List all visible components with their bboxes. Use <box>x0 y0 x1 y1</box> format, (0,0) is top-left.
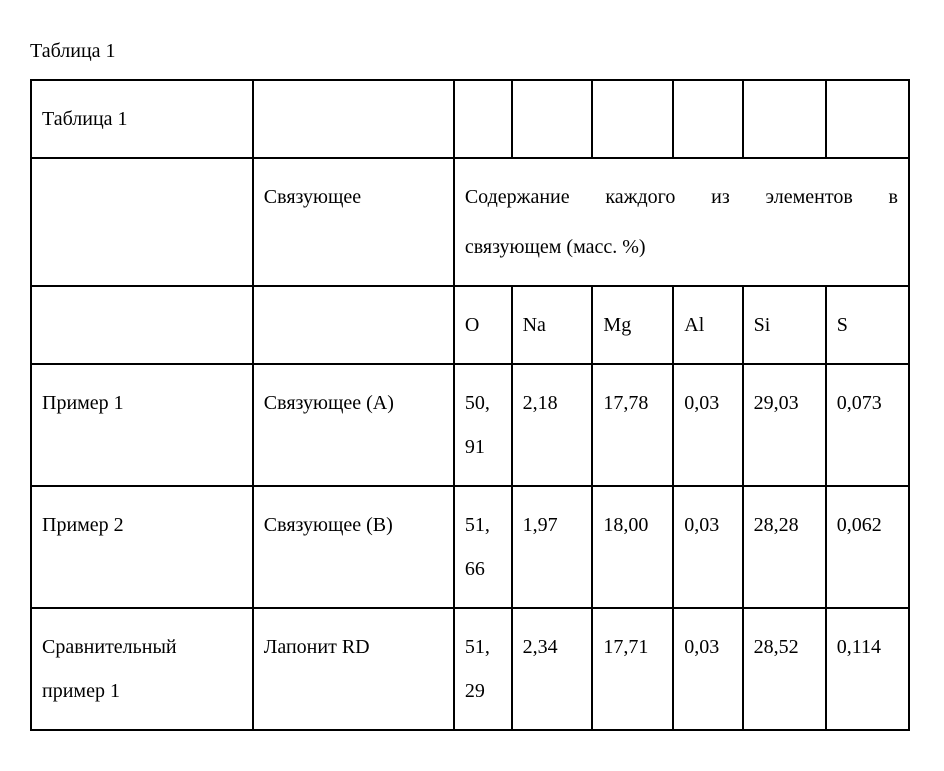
table-title-cell: Таблица 1 <box>31 80 253 158</box>
row-binder: Лапонит RD <box>253 608 454 730</box>
cell-o: 51, 29 <box>454 608 512 730</box>
cell-o-line2: 91 <box>465 425 501 469</box>
element-header-s: S <box>826 286 909 364</box>
table-row: Связующее Содержание каждого из элементо… <box>31 158 909 286</box>
row-name: Пример 1 <box>31 364 253 486</box>
element-header-na: Na <box>512 286 593 364</box>
cell-o: 51, 66 <box>454 486 512 608</box>
table-row: Таблица 1 <box>31 80 909 158</box>
cell-o-line2: 29 <box>465 669 501 713</box>
cell-s: 0,073 <box>826 364 909 486</box>
element-header-mg: Mg <box>592 286 673 364</box>
cell-s: 0,114 <box>826 608 909 730</box>
row-name: Пример 2 <box>31 486 253 608</box>
cell-na: 2,18 <box>512 364 593 486</box>
empty-cell <box>592 80 673 158</box>
cell-o-line1: 51, <box>465 625 501 669</box>
cell-al: 0,03 <box>673 486 742 608</box>
row-name-line1: Сравнительный <box>42 625 242 669</box>
cell-mg: 18,00 <box>592 486 673 608</box>
row-name-line2: пример 1 <box>42 669 242 713</box>
cell-na: 1,97 <box>512 486 593 608</box>
content-header: Содержание каждого из элементов в связую… <box>454 158 909 286</box>
empty-cell <box>454 80 512 158</box>
binder-header: Связующее <box>253 158 454 286</box>
empty-cell <box>31 158 253 286</box>
empty-cell <box>512 80 593 158</box>
cell-si: 28,28 <box>743 486 826 608</box>
cell-al: 0,03 <box>673 608 742 730</box>
content-header-line1: Содержание каждого из элементов в <box>465 175 898 219</box>
table-row: Пример 1 Связующее (A) 50, 91 2,18 17,78… <box>31 364 909 486</box>
empty-cell <box>253 80 454 158</box>
cell-al: 0,03 <box>673 364 742 486</box>
content-header-line2: связующем (масс. %) <box>465 225 898 269</box>
empty-cell <box>253 286 454 364</box>
table-row: O Na Mg Al Si S <box>31 286 909 364</box>
cell-si: 29,03 <box>743 364 826 486</box>
row-binder: Связующее (B) <box>253 486 454 608</box>
cell-o-line2: 66 <box>465 547 501 591</box>
cell-s: 0,062 <box>826 486 909 608</box>
data-table: Таблица 1 Связующее Содержание каждого и… <box>30 79 910 731</box>
cell-mg: 17,71 <box>592 608 673 730</box>
element-header-o: O <box>454 286 512 364</box>
element-header-al: Al <box>673 286 742 364</box>
cell-si: 28,52 <box>743 608 826 730</box>
cell-mg: 17,78 <box>592 364 673 486</box>
cell-o: 50, 91 <box>454 364 512 486</box>
table-caption: Таблица 1 <box>30 40 914 63</box>
table-row: Сравнительный пример 1 Лапонит RD 51, 29… <box>31 608 909 730</box>
empty-cell <box>743 80 826 158</box>
empty-cell <box>826 80 909 158</box>
cell-o-line1: 51, <box>465 503 501 547</box>
cell-na: 2,34 <box>512 608 593 730</box>
element-header-si: Si <box>743 286 826 364</box>
empty-cell <box>31 286 253 364</box>
empty-cell <box>673 80 742 158</box>
row-binder: Связующее (A) <box>253 364 454 486</box>
row-name: Сравнительный пример 1 <box>31 608 253 730</box>
cell-o-line1: 50, <box>465 381 501 425</box>
table-row: Пример 2 Связующее (B) 51, 66 1,97 18,00… <box>31 486 909 608</box>
